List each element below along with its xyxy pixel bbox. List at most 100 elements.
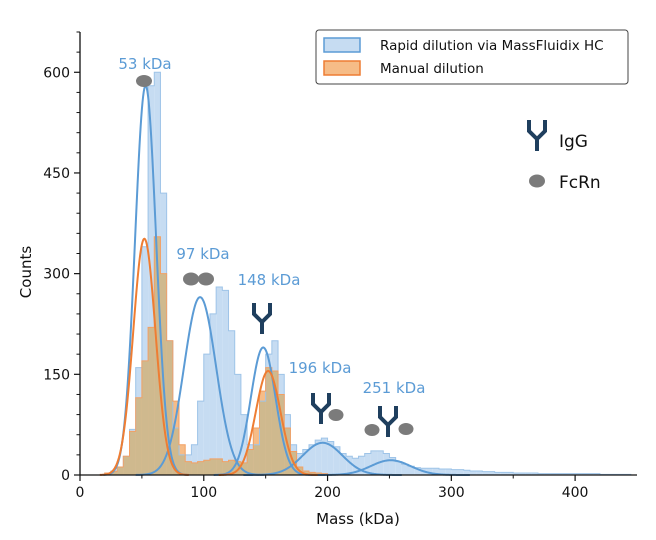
blue-bar [321, 438, 328, 475]
y-tick-label: 150 [43, 367, 70, 383]
blue-bar [575, 473, 582, 475]
overlap-bar [141, 360, 149, 475]
blue-bar [370, 450, 378, 475]
blue-bar [346, 456, 353, 475]
y-tick-label: 300 [43, 267, 70, 283]
overlap-bar [259, 401, 266, 475]
blue-bar [445, 468, 452, 475]
blue-bar [537, 473, 545, 475]
legend-frame [315, 29, 629, 85]
legend-label-rapid: Rapid dilution via MassFluidix HC [380, 38, 604, 54]
blue-bar [222, 290, 229, 475]
blue-bar [451, 469, 458, 475]
overlap-bar [234, 461, 241, 475]
overlap-bar [110, 471, 118, 475]
blue-bar [234, 374, 241, 475]
overlap-bar [172, 428, 180, 475]
legend-swatch-rapid [323, 37, 361, 53]
blue-bar [339, 453, 347, 475]
overlap-bar [179, 454, 186, 475]
overlap-bar [123, 456, 130, 475]
blue-bar [308, 444, 316, 475]
blue-bar [507, 472, 514, 475]
blue-bar [389, 457, 396, 475]
overlap-bar [308, 472, 316, 475]
blue-bar [426, 468, 433, 475]
overlap-bar [253, 444, 260, 475]
blue-bar [488, 471, 495, 475]
x-tick-label: 0 [76, 485, 85, 501]
y-axis-title: Counts [17, 246, 35, 299]
blue-bar [531, 472, 538, 475]
igg-fcrn-complex-icon [311, 391, 344, 426]
x-tick-label: 300 [438, 485, 465, 501]
overlap-bar [203, 460, 210, 475]
legend-label-manual: Manual dilution [380, 61, 484, 77]
blue-bar [383, 453, 390, 475]
blue-bar [358, 456, 365, 475]
overlap-bar [197, 461, 204, 475]
blue-bar [240, 414, 248, 475]
igg-2fcrn-complex-icon [364, 404, 414, 439]
blue-bar [476, 470, 483, 475]
icon-key: IgG FcRn [527, 118, 601, 193]
blue-bar [302, 449, 309, 475]
blue-bar [550, 473, 557, 475]
blue-bar [197, 401, 204, 475]
overlap-bar [185, 461, 192, 475]
igg-key-icon [527, 118, 547, 153]
blue-bar [432, 468, 439, 475]
y-tick-label: 450 [43, 166, 70, 182]
orange-fit-curve-0 [99, 237, 189, 476]
igg-key-label: IgG [559, 132, 588, 152]
blue-step-outline [104, 71, 632, 475]
blue-histogram-outline [104, 71, 632, 475]
x-tick-label: 400 [562, 485, 589, 501]
blue-bar [525, 472, 532, 475]
peak-annotations: 53 kDa 97 kDa 148 kDa 196 kDa 251 kDa [118, 55, 425, 439]
blue-bar [327, 441, 334, 475]
peak-label-148: 148 kDa [238, 271, 301, 289]
blue-bar [408, 466, 415, 475]
blue-bar [333, 446, 340, 475]
legend-swatch-manual [323, 60, 361, 76]
x-tick-label: 100 [190, 485, 217, 501]
blue-bar [593, 473, 600, 475]
overlap-bar [284, 428, 291, 475]
blue-fit-curve-2 [213, 346, 313, 476]
axes: 0 100 200 300 400 0 150 300 450 600 [43, 31, 637, 501]
fcrn-key-label: FcRn [559, 173, 601, 193]
blue-bar [556, 473, 563, 475]
overlap-bar [240, 462, 248, 475]
peak-label-97: 97 kDa [176, 245, 229, 263]
overlap-bar [271, 370, 279, 475]
overlap-bar [265, 367, 272, 475]
blue-bar [500, 472, 508, 475]
fcrn-key-icon [529, 174, 545, 188]
overlap-bar [228, 460, 235, 475]
overlap-bar [209, 458, 217, 475]
blue-bar [364, 453, 371, 475]
overlap-bar [117, 466, 124, 475]
x-tick-label: 200 [314, 485, 341, 501]
blue-bar [581, 473, 588, 475]
blue-fit-curve-3 [243, 441, 402, 476]
blue-histogram-bars [104, 72, 631, 476]
blue-bar [414, 467, 421, 475]
legend: Rapid dilution via MassFluidix HC Manual… [315, 29, 629, 85]
blue-bar [482, 471, 489, 475]
blue-bar [587, 473, 594, 475]
fcrn-dimer-icon [183, 272, 214, 286]
blue-bar [463, 470, 470, 475]
overlap-bar [129, 431, 136, 475]
overlap-bar [166, 340, 173, 475]
blue-bar [395, 461, 402, 475]
blue-bar [494, 472, 501, 475]
overlap-bar [222, 461, 229, 475]
peak-label-53: 53 kDa [118, 55, 171, 73]
overlap-bar [247, 449, 254, 475]
peak-label-196: 196 kDa [289, 359, 352, 377]
blue-bar [469, 470, 477, 475]
y-tick-label: 0 [61, 468, 70, 484]
